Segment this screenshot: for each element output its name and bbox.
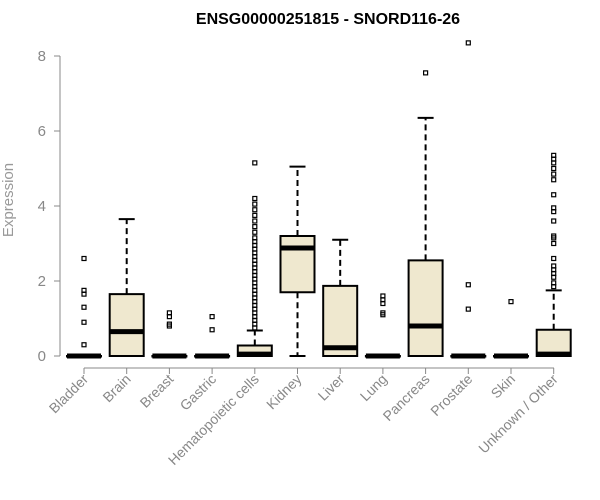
outlier-11-9 (551, 233, 557, 239)
outlier-11-14 (551, 177, 557, 183)
outlier-4-28 (252, 212, 258, 218)
outlier-4-29 (252, 207, 258, 213)
outlier-11-13 (551, 192, 557, 198)
box-group-6 (322, 238, 359, 357)
outlier-4-24 (252, 235, 258, 241)
y-tick-label-3: 6 (38, 123, 46, 140)
outlier-7-4 (380, 293, 386, 299)
outlier-11-5 (551, 263, 557, 269)
outlier-8-0 (423, 70, 429, 76)
box-group-10 (493, 299, 529, 359)
outlier-4-26 (252, 224, 258, 230)
x-tick-label-3: Gastric (177, 371, 220, 414)
x-tick-label-9: Prostate (427, 371, 475, 419)
box-group-0 (66, 255, 102, 359)
box-5 (279, 235, 316, 294)
box-group-1 (108, 218, 145, 357)
outlier-3-1 (209, 314, 215, 320)
x-tick-label-1: Brain (99, 371, 133, 405)
outlier-11-12 (551, 205, 557, 211)
outlier-0-1 (81, 319, 87, 325)
y-tick-label-0: 0 (38, 348, 46, 365)
outlier-3-0 (209, 327, 215, 333)
box-1 (108, 293, 145, 357)
outlier-2-1 (166, 321, 172, 327)
box-6 (322, 284, 359, 357)
box-group-9 (450, 40, 487, 359)
outlier-4-30 (252, 201, 258, 207)
x-tick-label-0: Bladder (46, 371, 92, 417)
box-group-3 (194, 314, 231, 359)
outlier-4-25 (252, 229, 258, 235)
box-group-2 (151, 310, 188, 359)
x-tick-label-5: Kidney (263, 371, 305, 413)
y-tick-label-4: 8 (38, 48, 46, 65)
outlier-11-1 (551, 280, 557, 286)
x-tick-label-11: Unknown / Other (475, 371, 561, 457)
outlier-9-2 (465, 40, 471, 46)
outlier-7-1 (380, 310, 386, 316)
chart-title: ENSG00000251815 - SNORD116-26 (196, 11, 460, 28)
outlier-4-27 (252, 218, 258, 224)
outlier-9-0 (465, 306, 471, 312)
outlier-11-10 (551, 218, 557, 224)
x-tick-label-8: Pancreas (380, 371, 433, 424)
box-group-7 (364, 293, 401, 359)
box-group-5 (279, 165, 316, 357)
outlier-4-31 (252, 195, 258, 202)
x-tick-label-10: Skin (488, 371, 519, 402)
outlier-11-15 (551, 171, 557, 177)
outlier-11-7 (551, 240, 557, 247)
box-group-11 (535, 152, 572, 357)
y-axis-label: Expression (0, 163, 17, 237)
box-group-8 (407, 70, 444, 357)
outlier-0-0 (81, 342, 87, 348)
outlier-0-2 (81, 304, 87, 310)
outlier-11-6 (551, 255, 557, 262)
y-tick-label-2: 4 (38, 198, 46, 215)
outlier-2-3 (166, 310, 172, 316)
x-tick-label-2: Breast (137, 371, 177, 411)
outlier-11-19 (551, 152, 557, 158)
outlier-4-32 (252, 160, 258, 166)
box-group-4 (236, 160, 273, 357)
x-tick-label-7: Lung (357, 371, 390, 404)
outlier-11-16 (551, 165, 557, 172)
outlier-9-1 (465, 282, 471, 288)
x-tick-label-6: Liver (315, 371, 348, 404)
box-8 (407, 259, 444, 357)
outlier-0-5 (81, 255, 87, 262)
outlier-0-4 (81, 287, 87, 293)
y-tick-label-1: 2 (38, 273, 46, 290)
outlier-10-0 (508, 299, 514, 305)
